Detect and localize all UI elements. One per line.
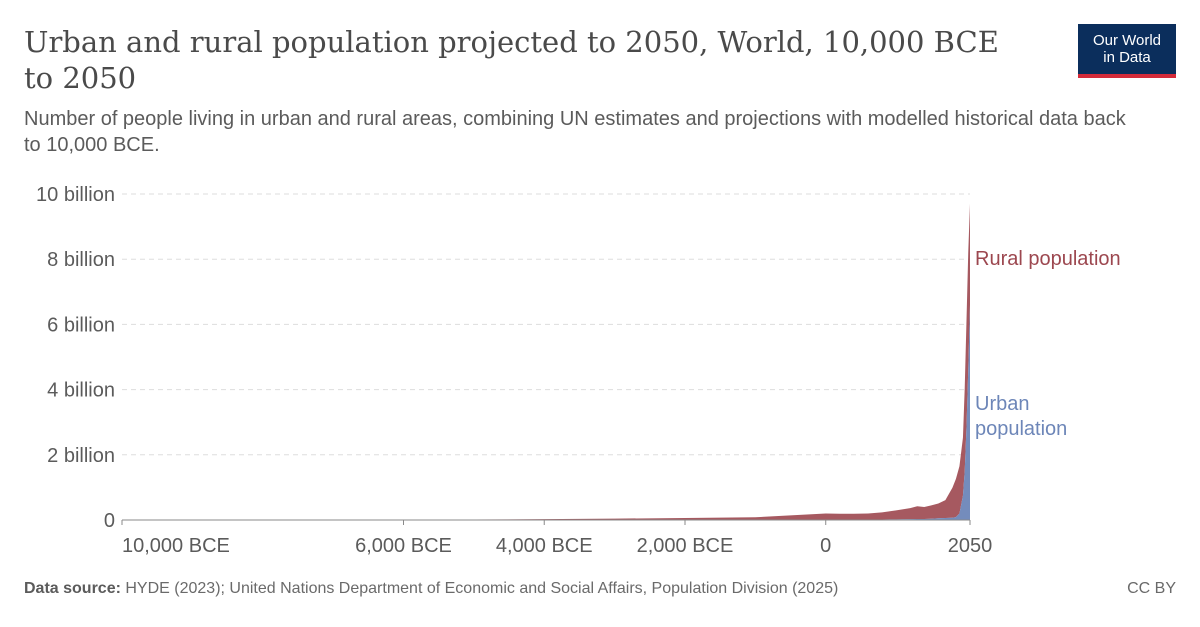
x-tick-label: 2050 bbox=[948, 535, 993, 557]
x-tick-label: 2,000 BCE bbox=[637, 535, 734, 557]
rural-series-label: Rural population bbox=[975, 248, 1121, 270]
logo-line-2: in Data bbox=[1103, 49, 1151, 66]
footer-source: Data source: HYDE (2023); United Nations… bbox=[24, 580, 1176, 598]
y-tick-label: 2 billion bbox=[47, 445, 115, 467]
x-tick-label: 4,000 BCE bbox=[496, 535, 593, 557]
chart-title: Urban and rural population projected to … bbox=[24, 25, 999, 95]
y-tick-label: 6 billion bbox=[47, 314, 115, 336]
chart-subtitle: Number of people living in urban and rur… bbox=[24, 108, 1126, 156]
urban-series-label-line1: Urban bbox=[975, 393, 1029, 415]
series-labels: Rural population Urban population bbox=[975, 248, 1121, 440]
axes: 0 2 billion 4 billion 6 billion 8 billion 10 … bbox=[36, 184, 992, 557]
rural-population-area bbox=[122, 203, 970, 520]
owid-logo[interactable]: Our World in Data bbox=[1078, 24, 1176, 78]
x-tick-label: 0 bbox=[820, 535, 831, 557]
license-link[interactable]: CC BY bbox=[1127, 580, 1176, 597]
area-series bbox=[122, 203, 970, 520]
y-tick-label: 8 billion bbox=[47, 249, 115, 271]
logo-line-1: Our World bbox=[1092, 32, 1162, 49]
urban-series-label-line2: population bbox=[975, 418, 1067, 440]
source-label: Data source: bbox=[24, 580, 121, 597]
grid-lines bbox=[122, 193, 970, 456]
source-text[interactable]: HYDE (2023); United Nations Department o… bbox=[125, 580, 839, 597]
y-tick-label: 4 billion bbox=[47, 380, 115, 402]
y-tick-label: 10 billion bbox=[36, 184, 115, 206]
y-tick-label: 0 bbox=[104, 510, 115, 532]
x-tick-label: 10,000 BCE bbox=[122, 535, 230, 557]
urban-population-area bbox=[122, 304, 970, 520]
x-tick-label: 6,000 BCE bbox=[355, 535, 452, 557]
